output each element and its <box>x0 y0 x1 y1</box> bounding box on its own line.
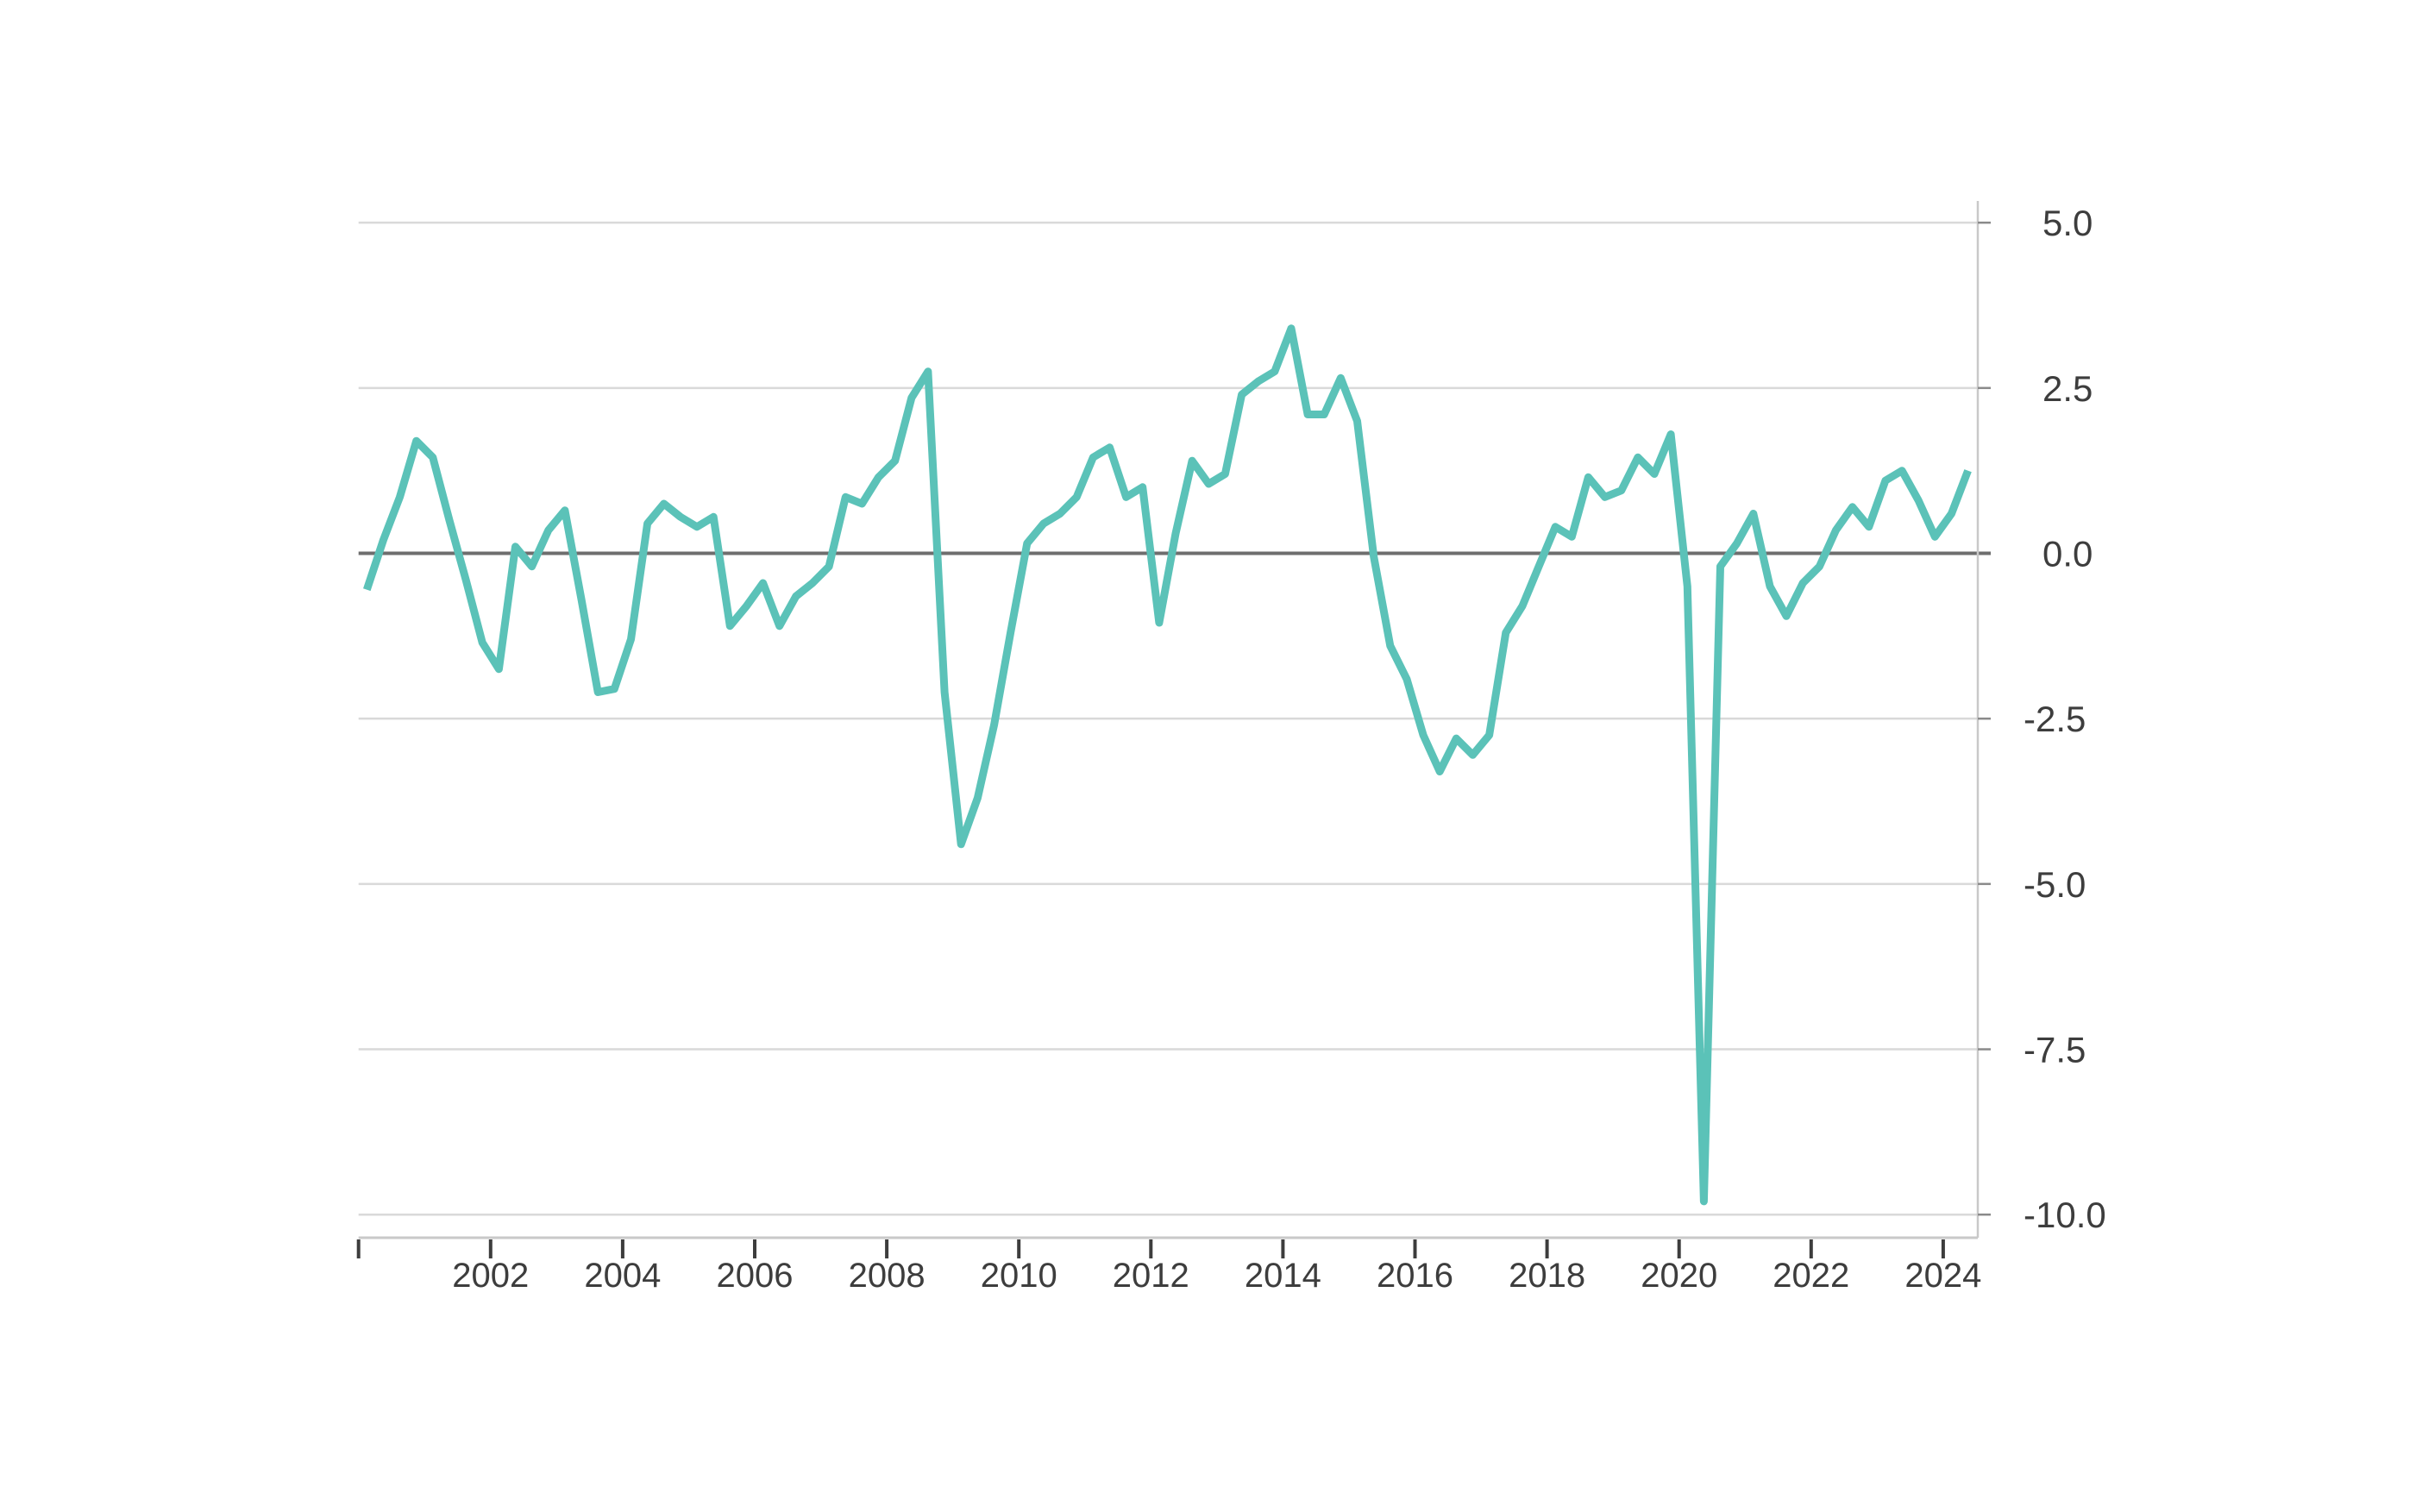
x-tick-label: 2024 <box>1904 1257 1981 1295</box>
data-series-group <box>363 324 1972 1206</box>
x-tick-label: 2008 <box>849 1257 926 1295</box>
y-tick-label: -2.5 <box>2024 699 2086 739</box>
y-tick-label: -10.0 <box>2024 1195 2106 1235</box>
x-tick-label: 2016 <box>1377 1257 1453 1295</box>
y-tick-label: 2.5 <box>2042 368 2093 409</box>
x-tick-label: 2022 <box>1773 1257 1849 1295</box>
x-tick-label: 2012 <box>1113 1257 1189 1295</box>
y-tick-label: 5.0 <box>2042 203 2093 243</box>
x-tick-label: 2006 <box>717 1257 794 1295</box>
y-tick-label: -5.0 <box>2024 864 2086 905</box>
x-tick-label: 2010 <box>981 1257 1057 1295</box>
x-tick-label: 2018 <box>1509 1257 1585 1295</box>
data-line-series <box>363 324 1972 1206</box>
x-tick-label: 2020 <box>1641 1257 1717 1295</box>
axis-ticks-group <box>356 221 1991 1258</box>
x-tick-label: 2002 <box>452 1257 529 1295</box>
x-tick-label: 2014 <box>1245 1257 1321 1295</box>
gridlines-group <box>358 221 1991 1216</box>
axis-labels-group: 5.0 2.5 0.0 -2.5 -5.0 -7.5 -10.0 2002 2004 2006 20… <box>452 203 2105 1295</box>
y-tick-label: -7.5 <box>2024 1030 2086 1070</box>
y-tick-label: 0.0 <box>2042 534 2093 574</box>
x-tick-label: 2004 <box>584 1257 661 1295</box>
